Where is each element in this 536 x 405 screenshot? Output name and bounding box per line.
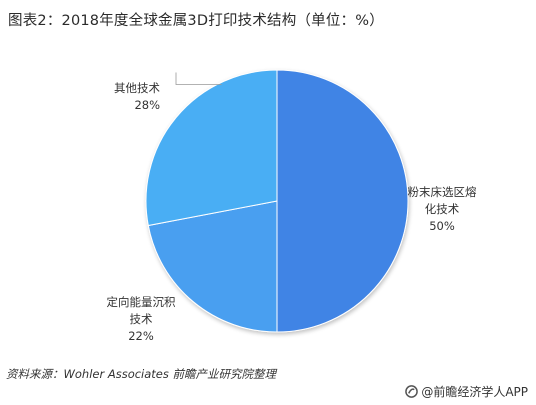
slice-category-label: 技术 — [130, 312, 153, 326]
slice-category-label: 定向能量沉积 — [107, 295, 176, 309]
source-note: 资料来源：Wohler Associates 前瞻产业研究院整理 — [6, 367, 277, 381]
slice-category-label: 其他技术 — [114, 81, 160, 95]
slice-directed-energy-deposition — [147, 200, 278, 333]
label-leader-line — [175, 72, 222, 85]
slice-powder-bed-fusion — [276, 69, 409, 333]
slice-value-label: 22% — [128, 329, 154, 343]
brand-text: @前瞻经济学人APP — [421, 385, 528, 399]
brand-logo-icon — [405, 385, 419, 398]
slice-other-technologies — [145, 69, 278, 227]
slice-value-label: 28% — [134, 98, 160, 112]
chart-title: 图表2：2018年度全球金属3D打印技术结构（单位：%） — [8, 13, 384, 29]
slice-category-label: 粉末床选区熔 — [408, 185, 477, 199]
slice-category-label: 化技术 — [425, 202, 460, 216]
brand-tag: @前瞻经济学人APP — [405, 383, 528, 400]
slice-value-label: 50% — [429, 219, 455, 233]
